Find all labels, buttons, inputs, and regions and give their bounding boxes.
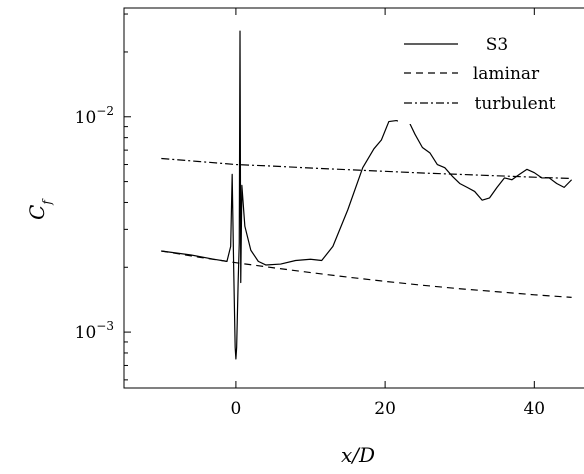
x-tick-label: 0 [230, 399, 241, 419]
legend-label-laminar: laminar [473, 64, 540, 84]
legend-box [398, 24, 584, 124]
y-axis-label: Cf [25, 198, 54, 220]
legend-label-s3: S3 [486, 35, 508, 55]
series-turbulent-line [161, 157, 572, 180]
x-tick-label: 20 [374, 399, 396, 419]
series-layer [161, 30, 573, 360]
y-tick-label: 10−3 [75, 319, 114, 343]
x-axis-label: x/D [341, 443, 375, 467]
tick-labels: 0 20 40 10−2 10−3 [75, 104, 545, 419]
legend-label-turbulent: turbulent [474, 94, 555, 114]
plot-frame [123, 7, 584, 389]
ticks [124, 8, 535, 388]
x-tick-label: 40 [523, 399, 545, 419]
legend: S3 laminar turbulent [398, 24, 584, 124]
y-tick-label: 10−2 [75, 104, 114, 128]
series-S3-line [161, 30, 573, 360]
series-laminar-line [161, 250, 572, 298]
